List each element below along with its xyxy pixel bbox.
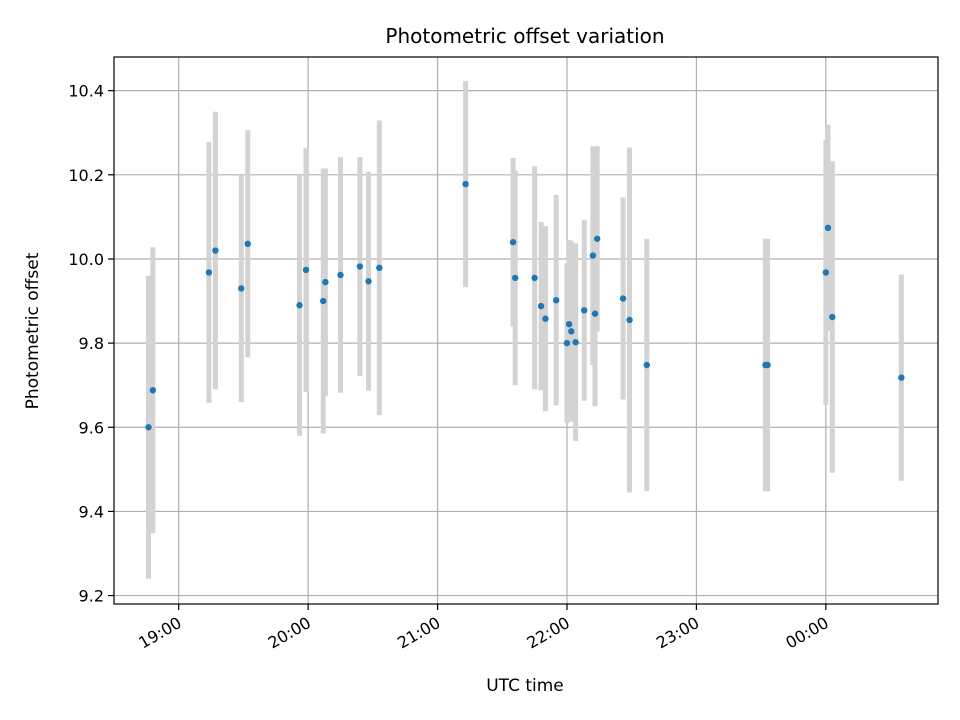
y-tick-label: 10.4	[68, 82, 104, 101]
data-point	[565, 320, 573, 328]
data-point	[568, 328, 575, 335]
y-tick-label: 9.6	[79, 418, 104, 437]
data-point	[619, 295, 627, 302]
data-point	[512, 274, 519, 282]
data-point	[376, 264, 383, 272]
data-point	[643, 361, 650, 369]
y-tick-label: 10.0	[68, 250, 104, 269]
data-point	[898, 374, 905, 381]
data-point	[320, 297, 327, 305]
data-point	[552, 297, 560, 304]
data-point	[149, 387, 157, 394]
y-tick-label: 9.4	[79, 502, 104, 521]
data-point	[589, 252, 597, 259]
data-point	[581, 307, 588, 314]
y-tick-label: 10.2	[68, 166, 104, 185]
data-point	[531, 274, 538, 282]
data-point	[824, 224, 832, 232]
data-point	[593, 235, 601, 242]
data-point	[365, 278, 372, 285]
data-point	[509, 238, 517, 246]
data-point	[145, 424, 152, 431]
data-point	[822, 269, 830, 276]
data-point	[764, 361, 771, 369]
plot-frame	[113, 56, 939, 605]
chart-title: Photometric offset variation	[385, 24, 664, 48]
data-point	[322, 278, 329, 286]
data-point	[591, 310, 599, 317]
data-point	[462, 180, 469, 188]
y-tick-label: 9.2	[79, 587, 104, 606]
data-point	[238, 285, 245, 292]
data-point	[829, 313, 836, 321]
data-point	[563, 339, 571, 347]
data-point	[244, 240, 251, 248]
data-point	[356, 263, 364, 270]
data-point	[205, 269, 213, 276]
y-axis-label: Photometric offset	[23, 252, 43, 409]
y-tick-label: 9.8	[79, 334, 104, 353]
data-point	[626, 316, 633, 324]
data-point	[296, 302, 303, 309]
data-point	[212, 247, 219, 254]
data-points	[145, 180, 905, 431]
y-axis: 9.2 9.4 9.6 9.8 10.0 10.2 10.4	[68, 82, 114, 606]
data-point	[337, 271, 344, 279]
x-axis-label: UTC time	[486, 676, 564, 696]
data-point	[572, 339, 579, 346]
data-point	[542, 315, 549, 322]
data-point	[537, 302, 545, 310]
data-point	[302, 266, 310, 274]
